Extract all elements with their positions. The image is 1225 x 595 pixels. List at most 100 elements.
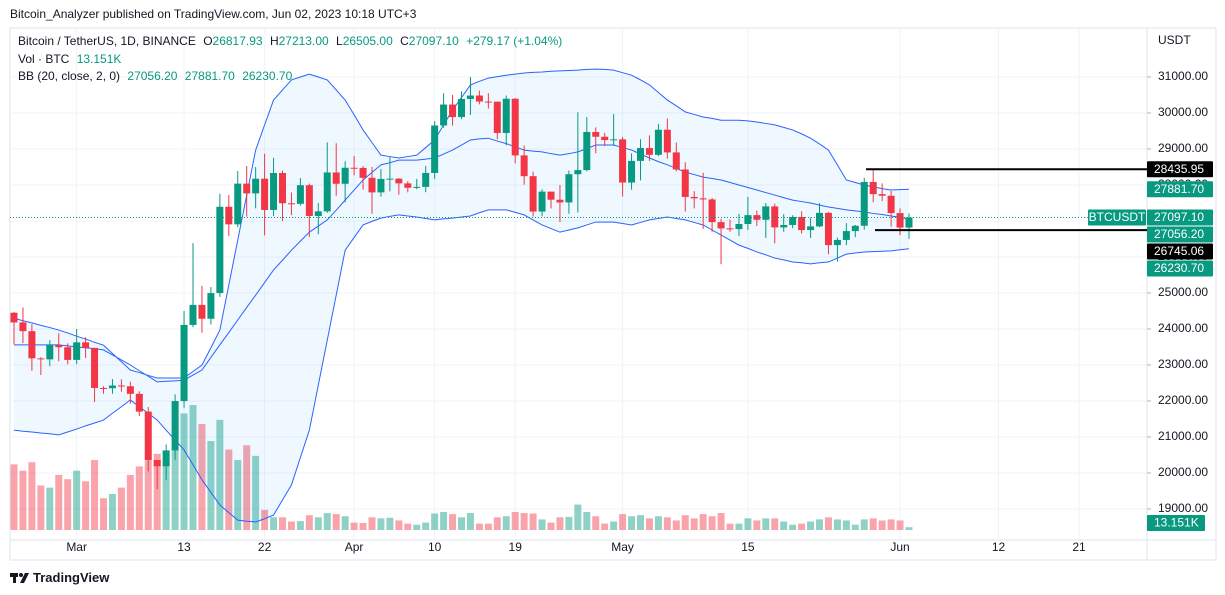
volume-bar bbox=[323, 513, 331, 530]
volume-bar bbox=[458, 517, 465, 530]
candle-body bbox=[144, 411, 152, 460]
candle-body bbox=[601, 136, 609, 141]
candle-body bbox=[672, 152, 680, 170]
volume-bar bbox=[672, 520, 680, 530]
y-tick-label: 20000.00 bbox=[1158, 465, 1208, 479]
y-tick-label: 21000.00 bbox=[1158, 429, 1208, 443]
volume-bar bbox=[538, 519, 546, 530]
candle-body bbox=[279, 173, 286, 204]
candle-body bbox=[610, 139, 618, 141]
volume-bar bbox=[663, 517, 671, 530]
candle-body bbox=[207, 293, 215, 319]
volume-bar bbox=[332, 514, 340, 530]
candle-body bbox=[332, 172, 340, 184]
candle-body bbox=[807, 226, 815, 231]
bollinger-middle bbox=[14, 137, 910, 383]
volume-bar bbox=[64, 479, 72, 530]
y-tick-label: 23000.00 bbox=[1158, 357, 1208, 371]
candle-body bbox=[556, 199, 564, 203]
candle-body bbox=[699, 198, 707, 200]
candle-body bbox=[520, 155, 528, 177]
candle-body bbox=[19, 322, 27, 332]
candle-body bbox=[100, 387, 107, 389]
volume-bar bbox=[404, 523, 412, 530]
volume-badge-label: 13.151K bbox=[1154, 516, 1199, 530]
volume-bar bbox=[789, 524, 797, 530]
volume-bar bbox=[73, 470, 81, 530]
candle-body bbox=[780, 224, 788, 228]
candle-body bbox=[198, 304, 206, 319]
volume-bar bbox=[28, 462, 36, 530]
volume-bar bbox=[592, 516, 600, 530]
candle-body bbox=[583, 131, 591, 171]
volume-bar bbox=[386, 517, 394, 530]
candle-body bbox=[645, 148, 653, 155]
candle-body bbox=[153, 459, 161, 467]
volume-badge bbox=[1147, 515, 1205, 531]
ohlc-value: 26817.93 bbox=[212, 34, 263, 48]
volume-bar bbox=[878, 520, 886, 530]
volume-bar bbox=[350, 522, 358, 530]
candle-body bbox=[73, 342, 81, 360]
volume-value: 13.151K bbox=[76, 52, 122, 66]
candle-body bbox=[905, 217, 913, 228]
candle-body bbox=[341, 167, 349, 184]
x-tick-label: 22 bbox=[258, 540, 272, 554]
candle-body bbox=[431, 125, 439, 173]
volume-bar bbox=[449, 514, 457, 530]
x-tick-label: 12 bbox=[992, 540, 1006, 554]
legend-volume-row: Vol · BTC 13.151K bbox=[18, 51, 125, 67]
candle-body bbox=[529, 176, 537, 212]
candle-body bbox=[449, 104, 457, 118]
volume-bar bbox=[637, 515, 644, 530]
price-badge bbox=[1147, 226, 1213, 243]
candle-body bbox=[252, 178, 260, 194]
y-tick-label: 24000.00 bbox=[1158, 321, 1208, 335]
y-tick-label: 31000.00 bbox=[1158, 69, 1208, 83]
candle-body bbox=[55, 345, 63, 348]
candle-body bbox=[887, 195, 895, 214]
candle-body bbox=[789, 216, 797, 225]
candle-body bbox=[628, 160, 636, 183]
volume-bar bbox=[270, 517, 278, 530]
ohlc-key: H bbox=[269, 34, 279, 48]
x-tick-label: 19 bbox=[509, 540, 523, 554]
y-tick-label: 30000.00 bbox=[1158, 105, 1208, 119]
y-tick-label: 25000.00 bbox=[1158, 285, 1208, 299]
volume-bar bbox=[296, 521, 304, 530]
logo bbox=[10, 573, 29, 583]
candle-body bbox=[440, 104, 448, 126]
volume-bar bbox=[887, 519, 895, 530]
volume-bar bbox=[717, 513, 725, 530]
volume-bar bbox=[19, 470, 27, 530]
symbol: Bitcoin / TetherUS, 1D, BINANCE bbox=[18, 34, 196, 48]
volume-bar bbox=[261, 509, 269, 530]
volume-bar bbox=[440, 511, 448, 530]
volume-bar bbox=[547, 522, 555, 530]
candle-body bbox=[565, 174, 573, 203]
volume-bar bbox=[833, 519, 841, 530]
x-tick-label: 15 bbox=[741, 540, 755, 554]
bb-value: 27056.20 bbox=[127, 69, 178, 83]
candle-body bbox=[502, 98, 510, 133]
candle-body bbox=[180, 324, 188, 402]
candle-body bbox=[171, 401, 179, 451]
candle-body bbox=[619, 139, 627, 183]
y-tick-label: 19000.00 bbox=[1158, 501, 1208, 515]
candle-body bbox=[511, 98, 519, 156]
x-tick-label: Jun bbox=[890, 540, 909, 554]
y-tick-label: 29000.00 bbox=[1158, 141, 1208, 155]
volume-bar bbox=[46, 487, 54, 530]
candle-body bbox=[484, 101, 492, 103]
volume-bar bbox=[189, 405, 197, 530]
candle-body bbox=[726, 228, 734, 230]
candle-body bbox=[475, 95, 483, 102]
candle-body bbox=[377, 178, 385, 193]
candle-body bbox=[663, 129, 671, 153]
ohlc-value: 26505.00 bbox=[342, 34, 393, 48]
volume-bar bbox=[144, 460, 152, 530]
legend-symbol-row: Bitcoin / TetherUS, 1D, BINANCE O26817.9… bbox=[18, 33, 566, 49]
volume-bar bbox=[511, 511, 519, 530]
